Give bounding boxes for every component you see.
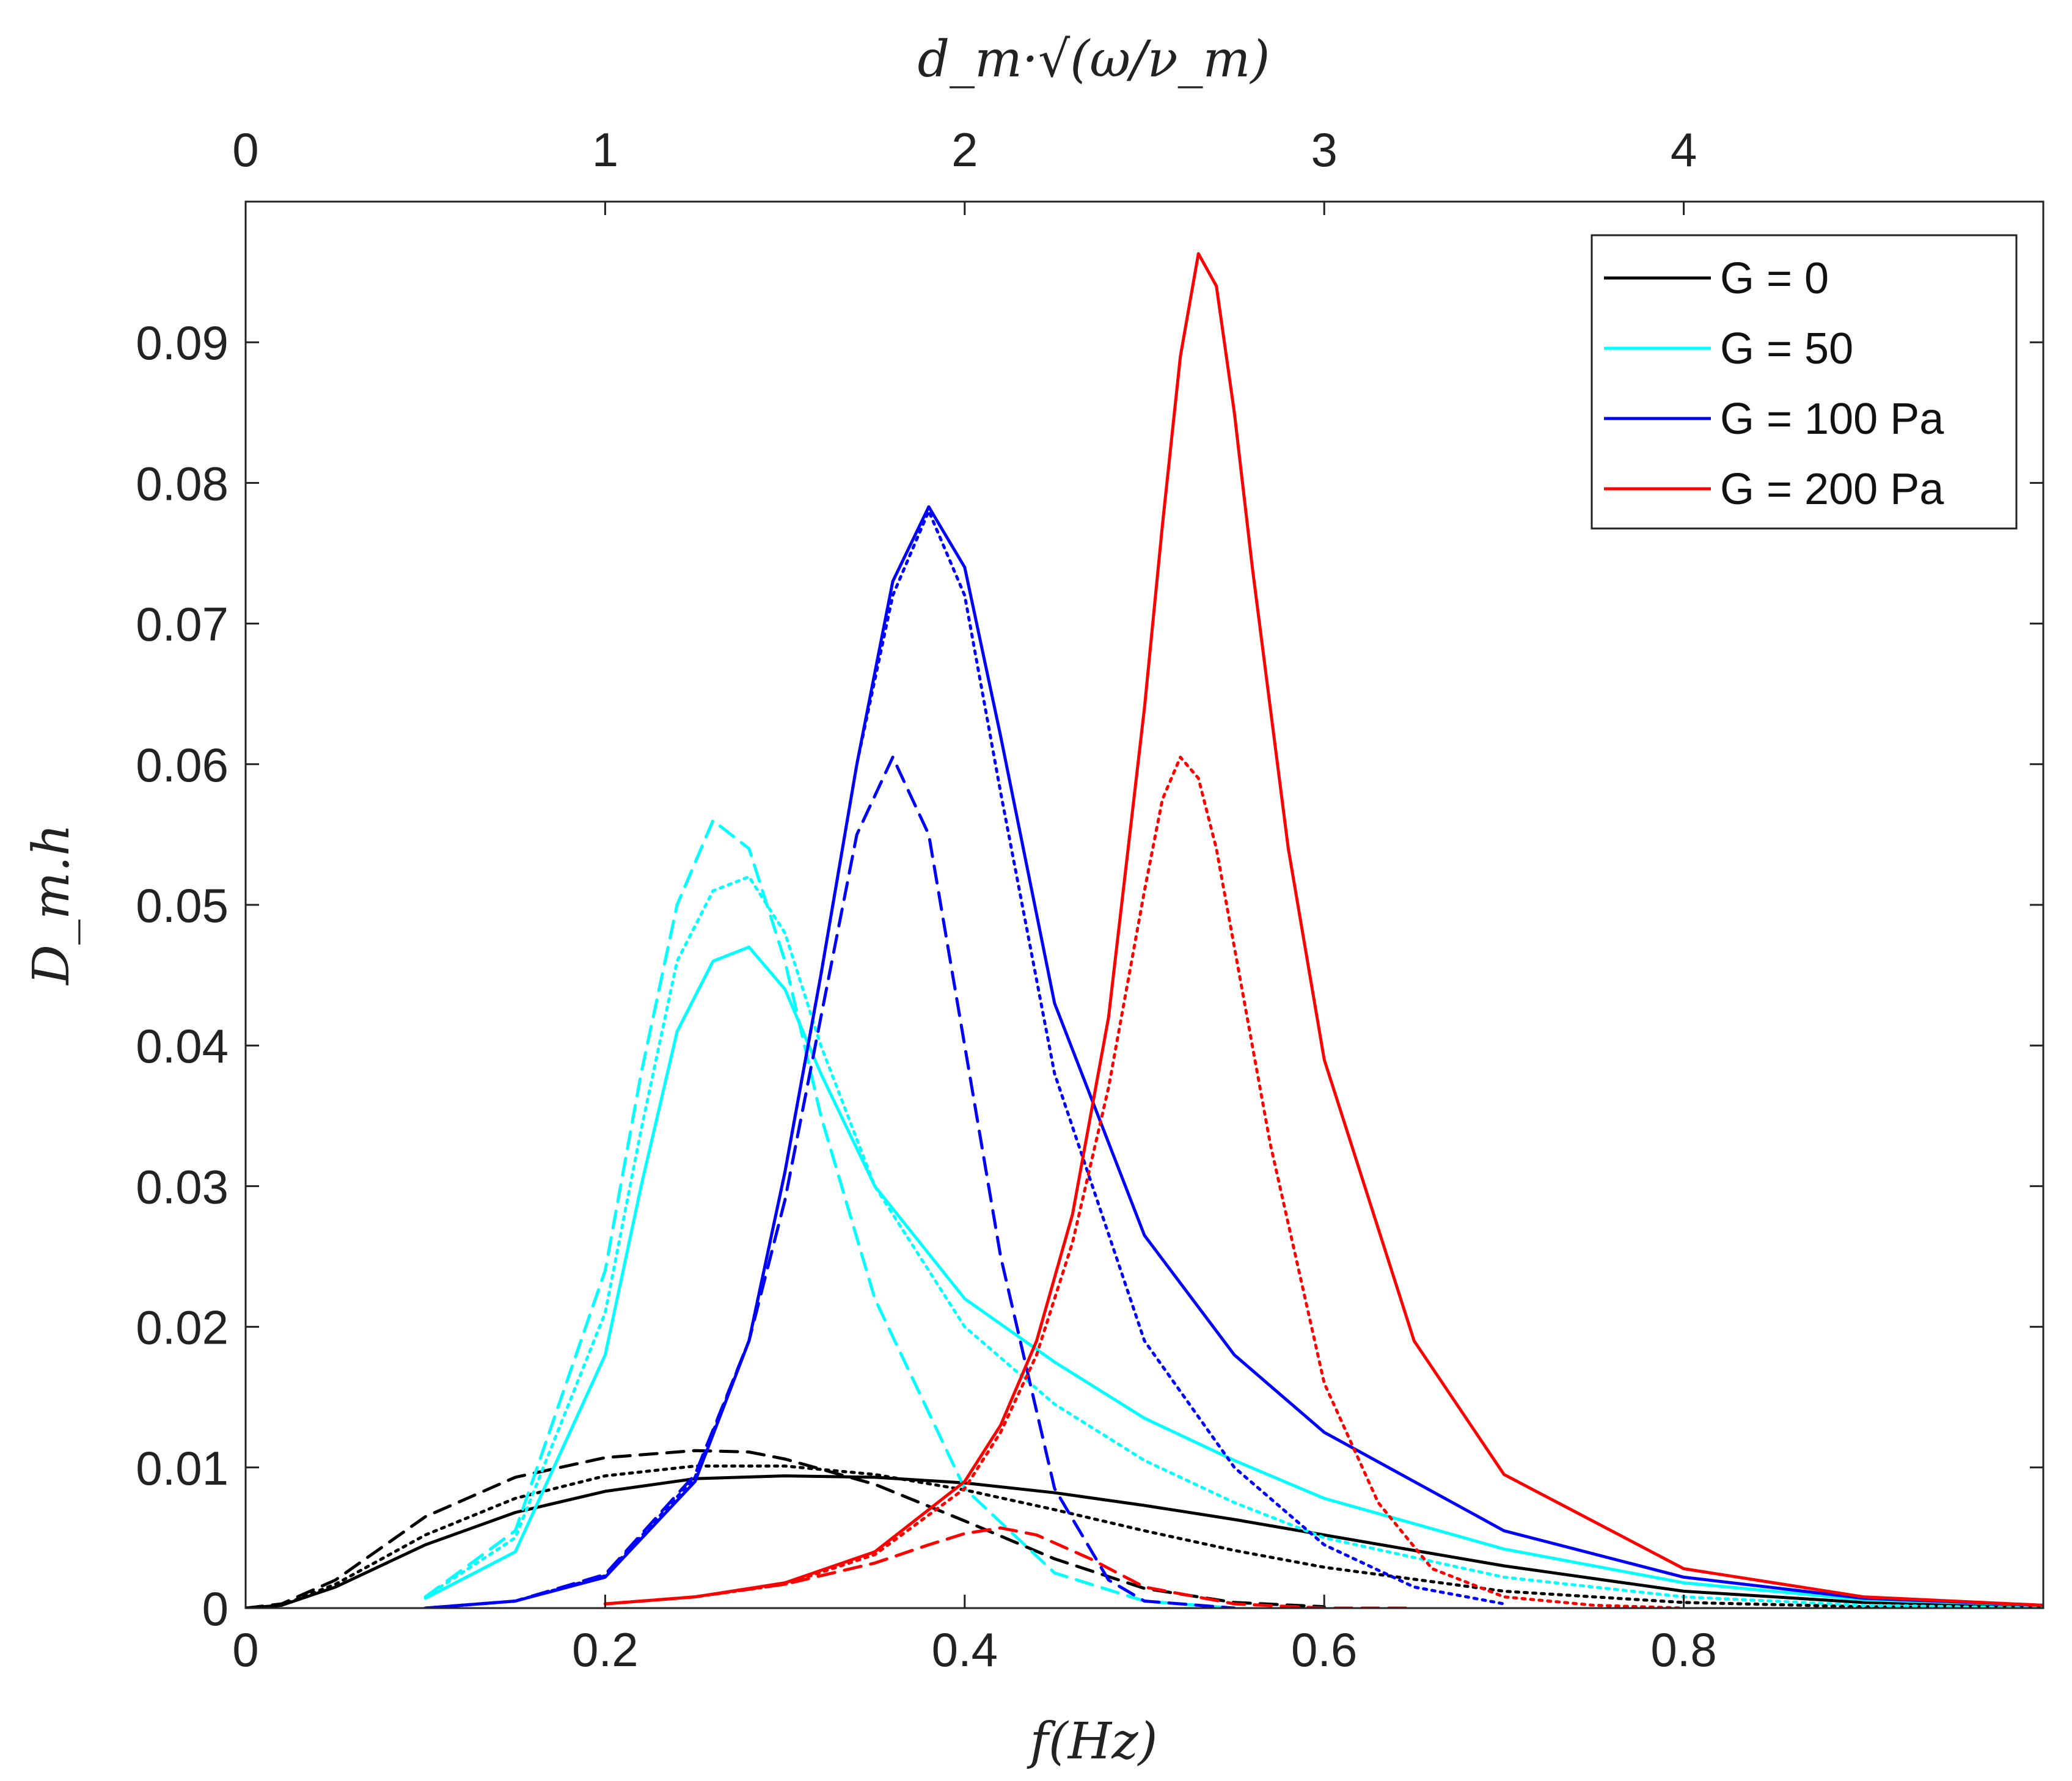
y-tick-label-6: 0.06	[136, 738, 229, 792]
y-tick-label-7: 0.07	[136, 598, 229, 651]
legend-label-1: G = 50	[1720, 324, 1853, 373]
y-tick-label-0: 0	[202, 1582, 229, 1636]
legend-label-3: G = 200 Pa	[1720, 465, 1944, 514]
x-tick-label-0: 0	[232, 1623, 258, 1677]
y-tick-label-2: 0.02	[136, 1301, 229, 1355]
top-x-tick-label-2: 2	[951, 123, 978, 177]
y-tick-label-4: 0.04	[136, 1019, 229, 1073]
top-x-tick-label-0: 0	[232, 123, 258, 177]
series-line-7	[423, 755, 1236, 1608]
y-tick-label-1: 0.01	[136, 1441, 229, 1495]
x-tick-label-1: 0.2	[572, 1623, 638, 1677]
series-line-10	[603, 1526, 1416, 1608]
series-layer	[246, 252, 2043, 1608]
y-axis-title: D_m.h	[23, 824, 81, 986]
y-tick-label-3: 0.03	[136, 1160, 229, 1213]
legend-entries: G = 0 G = 50 G = 100 Pa G = 200 Pa	[1604, 254, 1944, 514]
top-x-tick-label-1: 1	[592, 123, 618, 177]
series-line-1	[246, 1449, 1326, 1608]
legend-label-0: G = 0	[1720, 254, 1829, 303]
legend: G = 0 G = 50 G = 100 Pa G = 200 Pa	[1591, 234, 2018, 530]
y-tick-label-5: 0.05	[136, 879, 229, 932]
tick-labels-layer: 0 0.2 0.4 0.6 0.8 0 0.01 0.02 0.03 0.04 0.05 0.06 0.…	[136, 123, 1717, 1677]
x-tick-label-2: 0.4	[932, 1623, 998, 1677]
series-line-8	[423, 509, 1506, 1608]
series-line-2	[246, 1465, 2043, 1608]
x-axis-title: f(Hz)	[1026, 1713, 1157, 1771]
legend-box	[1591, 234, 2018, 530]
y-tick-label-8: 0.08	[136, 456, 229, 510]
x-tick-label-4: 0.8	[1650, 1623, 1716, 1677]
top-x-tick-label-3: 3	[1311, 123, 1338, 177]
legend-label-2: G = 100 Pa	[1720, 395, 1944, 444]
ticks-layer	[244, 202, 2043, 1609]
series-line-11	[603, 755, 1686, 1608]
y-tick-label-9: 0.09	[136, 316, 229, 370]
series-line-5	[423, 875, 2043, 1608]
top-x-axis-title: d_m·√(ω/ν_m)	[918, 31, 1270, 89]
top-x-tick-label-4: 4	[1671, 123, 1697, 177]
x-tick-label-3: 0.6	[1291, 1623, 1357, 1677]
series-line-9	[603, 252, 2043, 1607]
series-line-6	[423, 505, 2043, 1608]
